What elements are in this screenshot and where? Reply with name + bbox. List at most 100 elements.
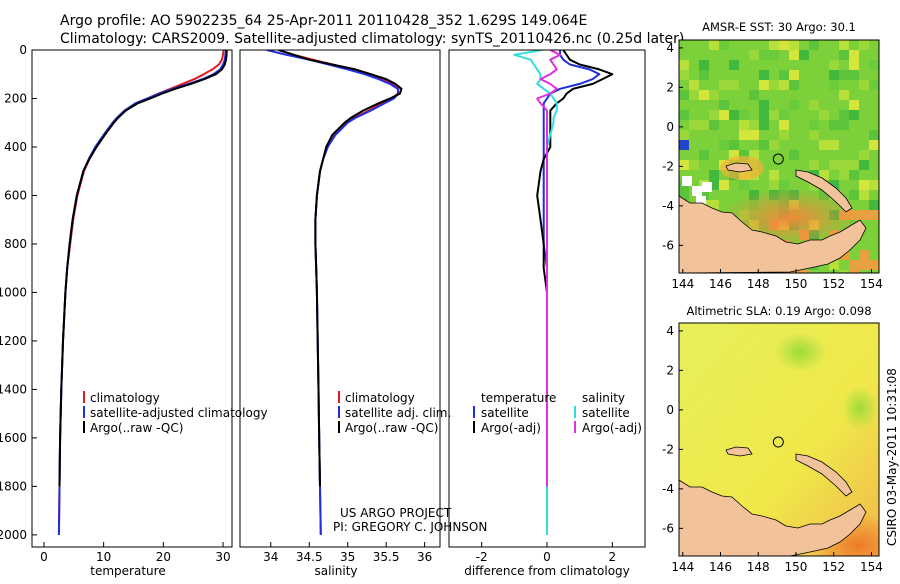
sst-missing-pixel (702, 182, 712, 192)
pi-annotation: PI: GREGORY C. JOHNSON (333, 520, 487, 534)
sst-pixel (839, 70, 849, 80)
sst-pixel (839, 270, 849, 273)
y-tick-label: 200 (4, 91, 27, 105)
sst-pixel (709, 180, 719, 190)
x-tick-label: 10 (96, 550, 111, 564)
difference-panel: -2 0 2 difference from climatology tempera… (448, 49, 646, 578)
sst-pixel (689, 120, 699, 130)
legend-title-salinity: salinity (582, 391, 625, 405)
sst-pixel (679, 160, 689, 170)
y-tick-label: 1200 (0, 334, 27, 348)
sst-pixel (739, 120, 749, 130)
sst-pixel (869, 140, 879, 150)
sst-pixel (769, 110, 779, 120)
sst-pixel (839, 110, 849, 120)
sst-pixel (789, 80, 799, 90)
sst-pixel (829, 80, 839, 90)
map-x-tick-label: 150 (785, 277, 808, 291)
sst-pixel (749, 150, 759, 160)
sst-pixel (849, 70, 859, 80)
sst-pixel (819, 50, 829, 60)
sst-map-panel: AMSR-E SST: 30 Argo: 30.1 144 146 148 150 15… (662, 20, 883, 291)
sst-pixel (869, 80, 879, 90)
sst-island (725, 162, 753, 173)
legend-label-climatology: climatology (90, 391, 160, 405)
sst-pixel (729, 60, 739, 70)
sst-pixel (839, 90, 849, 100)
sst-pixel (819, 140, 829, 150)
sst-island (795, 169, 853, 213)
map-y-tick-label: -2 (662, 442, 674, 456)
x-tick-label: 34.5 (296, 550, 323, 564)
sst-pixel (759, 50, 769, 60)
sst-pixel (809, 160, 819, 170)
map-x-tick-label: 154 (860, 277, 883, 291)
y-tick-label: 1000 (0, 285, 27, 299)
sst-pixel (869, 130, 879, 140)
sst-pixel (789, 50, 799, 60)
temperature-panel: 0 200 400 600 800 1000 1200 1400 1600 1800 2000 0 1… (0, 43, 268, 578)
sst-pixel (849, 200, 859, 210)
map-y-tick-label: -4 (662, 482, 674, 496)
sst-pixel (809, 40, 819, 50)
x-tick-label: 36 (417, 550, 432, 564)
sst-missing-pixel (682, 176, 692, 186)
legend-title-temperature: temperature (481, 391, 556, 405)
series-line-temperature-satellite (542, 50, 601, 535)
project-annotation: US ARGO PROJECT (340, 506, 452, 520)
map-x-tick-label: 144 (671, 277, 694, 291)
sst-pixel (779, 40, 789, 50)
legend-label-temp-satellite: satellite (481, 406, 529, 420)
sst-pixel (699, 190, 709, 200)
series-line-salinity-argo-adj- (536, 50, 562, 487)
sst-pixel (679, 90, 689, 100)
sst-pixel (699, 70, 709, 80)
sst-pixel (829, 120, 839, 130)
sst-pixel (799, 110, 809, 120)
sst-pixel (819, 160, 829, 170)
map-y-tick-label: 2 (666, 80, 674, 94)
sst-pixel (749, 140, 759, 150)
sst-pixel (829, 160, 839, 170)
sst-pixel (739, 110, 749, 120)
sst-pixel (759, 110, 769, 120)
sst-pixel (699, 90, 709, 100)
sla-island (725, 446, 753, 457)
sst-pixel (739, 180, 749, 190)
difference-xlabel: difference from climatology (464, 564, 630, 578)
sst-missing-pixel (696, 196, 706, 206)
sst-pixel (839, 140, 849, 150)
sst-pixel (789, 100, 799, 110)
sla-map-frame (678, 322, 880, 557)
sst-pixel (859, 160, 869, 170)
sla-island (795, 453, 853, 497)
sst-pixel (679, 130, 689, 140)
sst-pixel (779, 80, 789, 90)
sst-pixel (699, 60, 709, 70)
x-tick-label: -2 (476, 550, 488, 564)
map-x-tick-label: 152 (822, 277, 845, 291)
sst-pixel (849, 60, 859, 70)
sla-argo-position-marker (772, 436, 784, 448)
sst-pixel (699, 80, 709, 90)
sst-pixel (809, 120, 819, 130)
sst-pixel (839, 60, 849, 70)
sst-pixel (849, 50, 859, 60)
sst-pixel (849, 270, 859, 273)
sst-pixel (859, 250, 869, 260)
sst-map-frame (678, 39, 880, 274)
sst-pixel (869, 180, 879, 190)
sst-pixel (839, 170, 849, 180)
salinity-plot-frame (239, 49, 441, 548)
sst-pixel (849, 170, 859, 180)
sst-pixel (709, 90, 719, 100)
sla-map-panel: Altimetric SLA: 0.19 Argo: 0.098 144 146 1… (662, 304, 883, 574)
sst-pixel (779, 170, 789, 180)
sst-pixel (779, 110, 789, 120)
sst-pixel (869, 200, 879, 210)
sst-pixel (699, 150, 709, 160)
salinity-panel: 34 34.5 35 35.5 36 salinity climatology sate… (239, 49, 487, 578)
figure-title-line1: Argo profile: AO 5902235_64 25-Apr-2011 … (60, 13, 587, 29)
sst-pixel (839, 160, 849, 170)
sst-pixel (819, 110, 829, 120)
